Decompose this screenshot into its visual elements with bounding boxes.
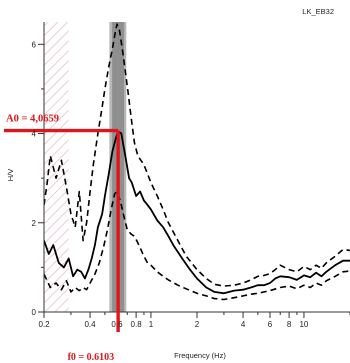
peak-marker bbox=[4, 128, 120, 332]
x-tick-label: 10 bbox=[299, 320, 308, 329]
f0-label: f0 = 0.6103 bbox=[68, 352, 115, 363]
a0-label: A0 = 4,0659 bbox=[6, 114, 59, 125]
hatched-area bbox=[44, 22, 69, 312]
y-tick-label: 2 bbox=[32, 219, 37, 228]
x-tick-label: 2 bbox=[195, 320, 200, 329]
x-tick-label: 0.6 bbox=[111, 320, 123, 329]
x-tick-label: 1 bbox=[149, 320, 154, 329]
x-tick-label: 4 bbox=[241, 320, 246, 329]
y-tick-label: 4 bbox=[32, 130, 37, 139]
x-tick-label: 8 bbox=[287, 320, 292, 329]
chart-text: 0 2 4 6 0.2 0.4 0.6 0.8 1 2 4 6 8 10 A0 = 4,0659 f0 = 0… bbox=[6, 7, 334, 363]
y-axis-label: H/V bbox=[6, 169, 15, 182]
hatched-region bbox=[44, 22, 69, 312]
x-tick-label: 0.4 bbox=[84, 320, 96, 329]
x-axis-label: Frequency (Hz) bbox=[174, 351, 226, 360]
series-upper-line bbox=[44, 23, 350, 287]
series-lower-line bbox=[44, 190, 350, 301]
y-tick-label: 6 bbox=[32, 40, 37, 49]
x-tick-label: 0.2 bbox=[38, 320, 50, 329]
y-tick-label: 0 bbox=[32, 308, 37, 317]
series-group bbox=[44, 23, 350, 301]
x-tick-label: 0.8 bbox=[131, 320, 143, 329]
series-mean-line bbox=[44, 130, 350, 295]
x-tick-label: 6 bbox=[268, 320, 273, 329]
station-label: LK_EB32 bbox=[302, 7, 334, 16]
